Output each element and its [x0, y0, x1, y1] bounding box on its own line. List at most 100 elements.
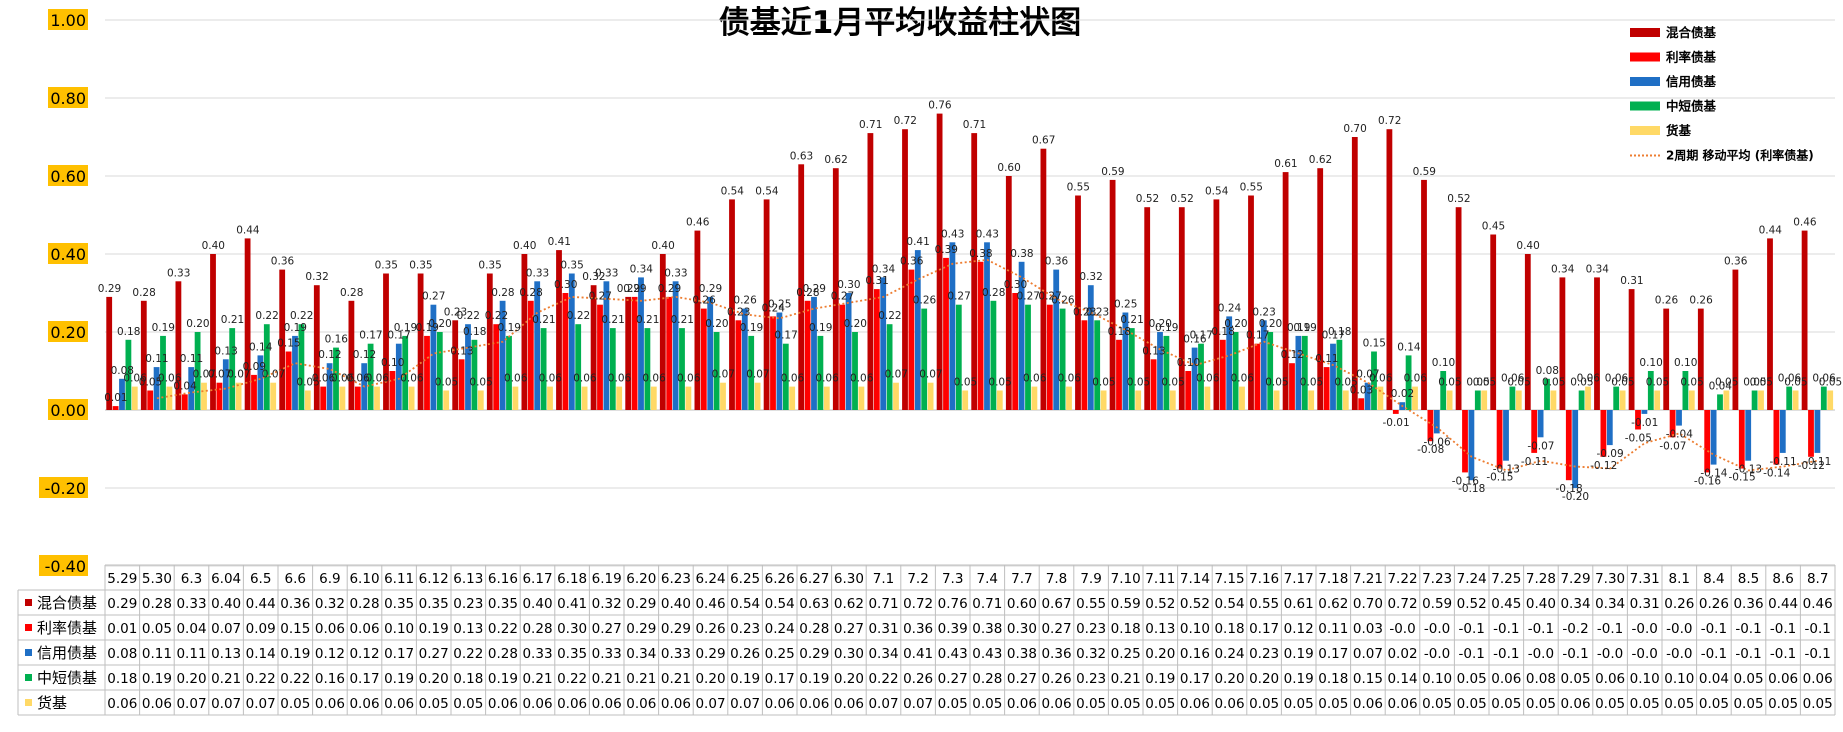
bar-3	[575, 324, 582, 410]
y-tick-label: 0.20	[50, 323, 86, 342]
bar-4	[1135, 390, 1142, 410]
data-label: 0.05	[1473, 377, 1496, 389]
table-cell: 0.19	[730, 671, 760, 687]
table-cell: -0.1	[1459, 646, 1485, 662]
bar-2	[430, 304, 437, 410]
data-label: 0.30	[1004, 279, 1027, 291]
table-cell: 0.55	[1249, 596, 1279, 612]
data-label: 0.31	[865, 275, 888, 287]
data-label: 0.22	[457, 310, 480, 322]
data-label: 0.07	[919, 369, 942, 381]
bar-3	[1717, 394, 1723, 410]
bar-1	[112, 406, 119, 410]
table-cell: 0.55	[1076, 596, 1106, 612]
data-label: 0.06	[815, 373, 839, 385]
category-label: 7.17	[1284, 571, 1314, 587]
bar-1	[320, 386, 327, 410]
table-cell: 0.03	[1353, 621, 1383, 637]
data-label: 0.19	[416, 322, 439, 334]
bar-0	[1075, 195, 1081, 410]
table-cell: 0.28	[349, 596, 379, 612]
table-cell: -0.1	[1805, 621, 1831, 637]
table-cell: 0.36	[280, 596, 310, 612]
data-label: 0.06	[850, 373, 874, 385]
table-cell: 0.21	[522, 671, 552, 687]
data-label: -0.16	[1452, 475, 1479, 487]
table-cell: 0.06	[488, 696, 518, 712]
data-label: 0.24	[1218, 302, 1242, 314]
table-cell: 0.71	[868, 596, 898, 612]
data-label: 0.28	[491, 287, 514, 299]
bar-1	[1219, 339, 1226, 410]
table-cell: 0.05	[1422, 696, 1452, 712]
table-cell: 0.06	[522, 696, 552, 712]
y-tick-highlight	[39, 477, 88, 498]
data-label: 0.06	[1605, 373, 1629, 385]
bar-0	[486, 273, 493, 410]
bar-4	[443, 390, 450, 410]
data-label: 0.05	[1092, 377, 1115, 389]
bar-2	[326, 363, 333, 410]
bar-2	[395, 343, 402, 410]
data-label: -0.11	[1770, 456, 1797, 468]
bar-2	[741, 308, 748, 410]
data-label: 0.20	[1224, 318, 1247, 330]
bar-3	[1405, 355, 1412, 410]
trendline-layer	[156, 258, 1818, 472]
data-label: 0.06	[1058, 373, 1082, 385]
data-label: 0.28	[340, 287, 363, 299]
bar-0	[1109, 179, 1116, 410]
bar-3	[333, 347, 339, 410]
data-label: 0.32	[582, 271, 605, 283]
table-cell: 0.23	[1249, 646, 1279, 662]
table-cell: 0.29	[626, 596, 656, 612]
bar-0	[1386, 129, 1393, 410]
bar-1	[458, 359, 465, 410]
table-cell: 0.39	[938, 621, 968, 637]
table-cell: 0.05	[1249, 696, 1279, 712]
table-cell: 0.34	[1560, 596, 1590, 612]
table-cell: 0.05	[1803, 696, 1833, 712]
bar-4	[166, 386, 173, 410]
table-cell: 0.05	[1076, 696, 1106, 712]
table-series-name: 利率债基	[37, 619, 97, 637]
bar-0	[1213, 199, 1220, 410]
table-cell: -0.0	[1632, 621, 1658, 637]
bar-0	[936, 113, 943, 410]
category-label: 7.1	[873, 571, 894, 587]
data-label: 0.46	[1793, 217, 1817, 229]
bar-0	[1282, 172, 1289, 410]
data-label: 0.06	[123, 373, 147, 385]
bar-4	[754, 382, 761, 410]
table-series-name: 信用债基	[37, 644, 97, 662]
category-label: 6.16	[488, 571, 518, 587]
data-label: 0.40	[202, 240, 225, 252]
data-label: 0.14	[1397, 341, 1421, 353]
data-label: 0.27	[831, 291, 854, 303]
bar-2	[1191, 347, 1198, 410]
bar-4	[1239, 386, 1245, 410]
table-cell: -0.1	[1562, 646, 1588, 662]
table-cell: 0.11	[142, 646, 172, 662]
table-cell: 0.06	[384, 696, 414, 712]
bar-0	[279, 269, 286, 410]
data-label: 0.06	[366, 373, 390, 385]
table-cell: 0.52	[1457, 596, 1487, 612]
table-cell: 0.44	[1768, 596, 1798, 612]
table-cell: -0.0	[1632, 646, 1658, 662]
data-label: 0.59	[1101, 166, 1124, 178]
table-cell: 0.05	[1768, 696, 1798, 712]
table-cell: 0.17	[1249, 621, 1279, 637]
table-cell: 0.25	[1111, 646, 1141, 662]
table-cell: 0.05	[1318, 696, 1348, 712]
table-cell: 0.19	[1284, 646, 1314, 662]
data-label: 0.35	[560, 260, 583, 272]
data-label: 0.12	[1281, 349, 1304, 361]
table-cell: 0.06	[799, 696, 829, 712]
data-label: 0.04	[173, 380, 197, 392]
legend-label: 中短债基	[1666, 99, 1717, 114]
bar-0	[1697, 308, 1704, 410]
data-label: 0.33	[595, 267, 618, 279]
data-label: 0.26	[733, 295, 757, 307]
